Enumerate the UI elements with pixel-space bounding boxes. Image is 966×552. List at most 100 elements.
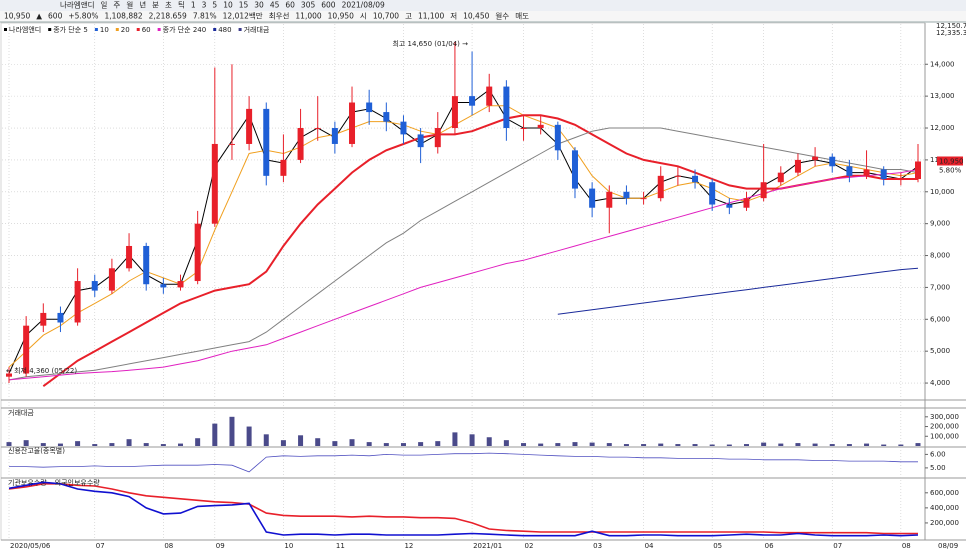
volume-bar bbox=[229, 416, 235, 446]
candle-body bbox=[657, 175, 664, 199]
toolbar-button[interactable]: 분 bbox=[152, 1, 159, 10]
candle-body bbox=[23, 325, 30, 374]
candle-body bbox=[554, 124, 561, 151]
volume-bar bbox=[57, 443, 63, 446]
price-tag: 10,950 bbox=[939, 157, 964, 165]
volume-bar bbox=[92, 444, 98, 446]
toolbar-button[interactable]: 일 bbox=[101, 1, 108, 10]
toolbar-button[interactable]: 30 bbox=[254, 1, 264, 10]
candle-body bbox=[434, 128, 441, 148]
legend-text: 거래대금 bbox=[244, 25, 270, 34]
volume-bar bbox=[75, 441, 81, 446]
toolbar-button[interactable]: 주 bbox=[113, 1, 120, 10]
candle-body bbox=[760, 182, 767, 199]
toolbar-button[interactable]: 60 bbox=[285, 1, 295, 10]
y-tick-label: 8,000 bbox=[930, 252, 950, 260]
toolbar-button[interactable]: 2021/08/09 bbox=[342, 1, 385, 10]
toolbar-button[interactable]: 600 bbox=[321, 1, 336, 10]
x-tick-label: 09 bbox=[216, 542, 225, 550]
candle-body bbox=[194, 223, 201, 282]
legend-text: 480 bbox=[218, 26, 231, 34]
plot-frame bbox=[0, 22, 926, 541]
candle-body bbox=[126, 245, 133, 269]
toolbar-button[interactable]: 나라엠앤디 bbox=[60, 0, 95, 10]
toolbar-button[interactable]: 5 bbox=[212, 1, 217, 10]
volume-bar bbox=[915, 443, 921, 446]
legend-swatch bbox=[238, 28, 242, 31]
quote-field: 10,700 bbox=[373, 12, 399, 21]
candle-body bbox=[383, 112, 390, 122]
moving-average-line bbox=[557, 267, 919, 315]
legend-text: 나라엠앤디 bbox=[9, 25, 41, 34]
legend-text: 외국인보유수량 bbox=[55, 478, 101, 487]
volume-bar bbox=[246, 426, 252, 446]
quote-field: 12,012백만 bbox=[223, 11, 263, 21]
quote-field: 11,000 bbox=[295, 12, 321, 21]
quote-field: 저 bbox=[450, 12, 457, 21]
volume-bar bbox=[349, 439, 355, 446]
candle-body bbox=[57, 312, 64, 323]
toolbar-button[interactable]: 305 bbox=[301, 1, 316, 10]
y-tick-label: 5,000 bbox=[930, 347, 950, 355]
quote-field: 7.81% bbox=[193, 12, 217, 21]
y-tick-label: 6.00 bbox=[930, 450, 946, 458]
y-tick-label: 600,000 bbox=[930, 489, 959, 497]
volume-bar bbox=[864, 443, 870, 446]
candle-body bbox=[537, 124, 544, 129]
volume-bar bbox=[469, 434, 475, 446]
toolbar-button[interactable]: 10 bbox=[223, 1, 233, 10]
candle-body bbox=[280, 159, 287, 176]
toolbar-button[interactable]: 15 bbox=[239, 1, 249, 10]
y-tick-label: 7,000 bbox=[930, 283, 950, 291]
candle-body bbox=[709, 182, 716, 205]
quote-field: 매도 bbox=[515, 12, 529, 21]
toolbar-button[interactable]: 틱 bbox=[178, 0, 185, 10]
toolbar-button[interactable]: 3 bbox=[202, 1, 207, 10]
volume-bar bbox=[212, 423, 218, 446]
volume-bar bbox=[795, 443, 801, 446]
volume-bar bbox=[778, 443, 784, 446]
y-tick-label: 200,000 bbox=[930, 519, 959, 527]
quote-field: 10,450 bbox=[463, 12, 489, 21]
candle-body bbox=[812, 156, 819, 160]
toolbar-button[interactable]: 45 bbox=[270, 1, 280, 10]
legend-swatch bbox=[115, 28, 119, 31]
toolbar-button[interactable]: 월 bbox=[126, 0, 133, 10]
legend-swatch bbox=[157, 28, 161, 31]
toolbar-button[interactable]: 1 bbox=[191, 1, 196, 10]
candle-body bbox=[417, 134, 424, 148]
volume-bar bbox=[743, 444, 749, 446]
y-tick-label: 4,000 bbox=[930, 379, 950, 387]
toolbar-button[interactable]: 초 bbox=[165, 1, 172, 10]
x-tick-label: 06 bbox=[765, 542, 774, 550]
volume-bar bbox=[589, 442, 595, 446]
volume-bar bbox=[881, 444, 887, 446]
volume-bar bbox=[521, 443, 527, 446]
toolbar-row-1 bbox=[0, 0, 966, 11]
quote-field: 최우선 bbox=[269, 11, 290, 21]
volume-bar bbox=[829, 444, 835, 446]
panel-title: 거래대금 bbox=[8, 408, 34, 417]
candle-body bbox=[297, 128, 304, 160]
toolbar-button[interactable]: 년 bbox=[139, 0, 146, 10]
y-tick-label: 9,000 bbox=[930, 220, 950, 228]
volume-bar bbox=[160, 444, 166, 446]
volume-bar bbox=[709, 444, 715, 446]
volume-bar bbox=[263, 434, 269, 446]
volume-bar bbox=[692, 444, 698, 446]
quote-field: 600 bbox=[48, 12, 63, 21]
top-right-label: 12,335.35 bbox=[936, 29, 966, 37]
candle-body bbox=[571, 150, 578, 189]
candle-body bbox=[674, 175, 681, 177]
price-tag-bg bbox=[937, 156, 963, 166]
candle-body bbox=[897, 179, 904, 181]
volume-bar bbox=[366, 442, 372, 446]
moving-average-line bbox=[42, 114, 918, 388]
quote-field: 1,108,882 bbox=[104, 12, 142, 21]
x-tick-label: 08 bbox=[164, 542, 173, 550]
x-tick-label: 04 bbox=[645, 542, 654, 550]
x-tick-label: 07 bbox=[96, 542, 105, 550]
volume-bar bbox=[555, 443, 561, 446]
candle-body bbox=[314, 128, 321, 130]
legend-text: 20 bbox=[121, 26, 130, 34]
